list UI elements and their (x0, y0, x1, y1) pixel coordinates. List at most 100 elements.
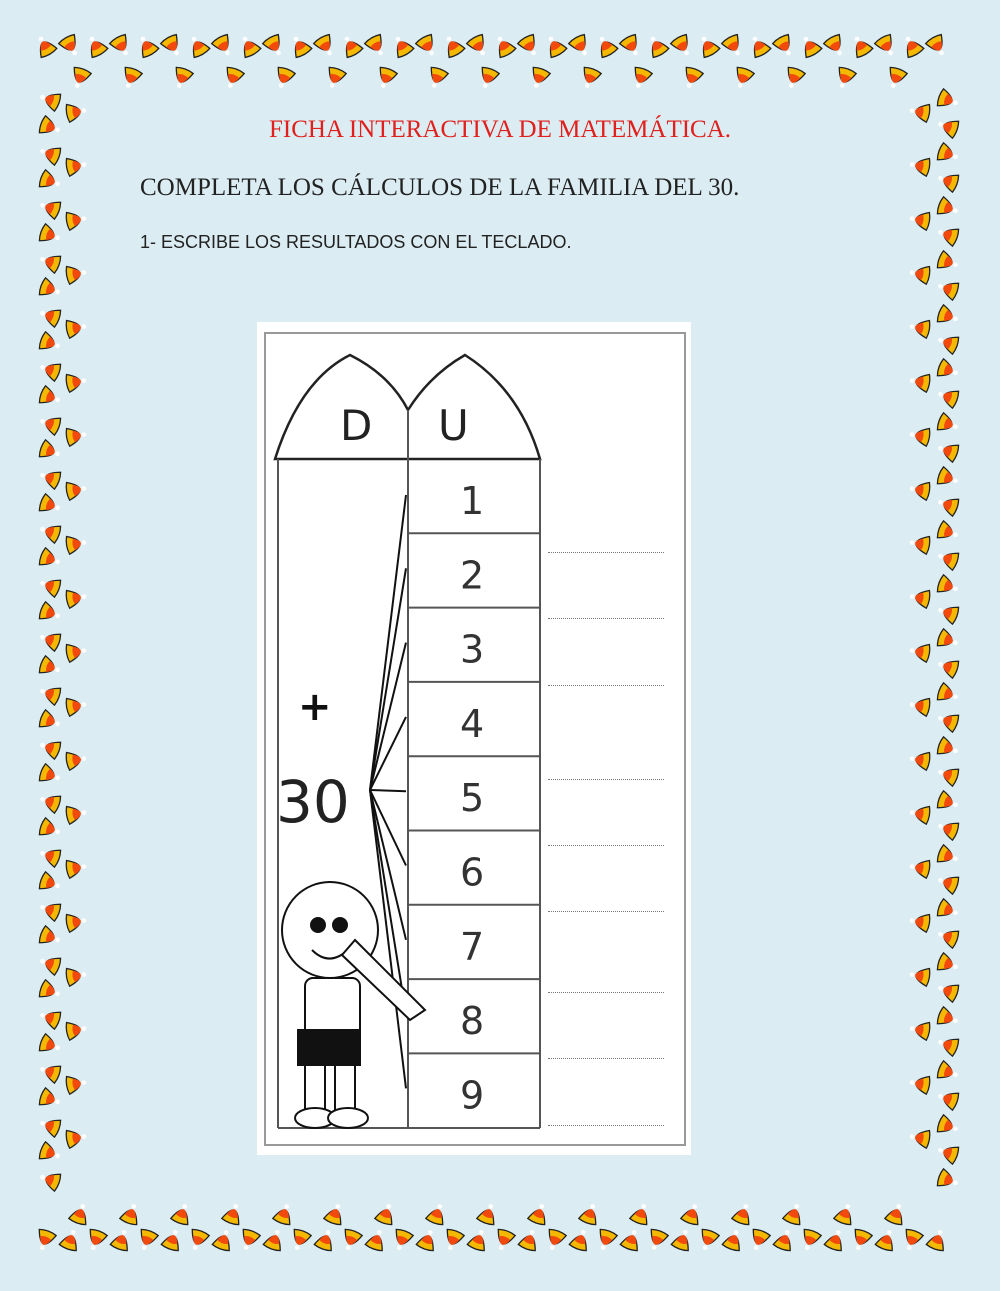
candy-corn-icon (261, 33, 281, 56)
candy-corn-icon (909, 643, 931, 664)
candy-corn-icon (109, 1230, 128, 1252)
answer-input-1[interactable] (548, 528, 664, 553)
candy-corn-icon (909, 589, 931, 610)
candy-corn-icon (220, 1204, 240, 1226)
candy-corn-icon (277, 66, 297, 88)
candy-corn-icon (909, 373, 931, 394)
candy-corn-icon (40, 687, 62, 707)
candy-corn-icon (242, 36, 262, 59)
candy-corn-icon (679, 1204, 699, 1226)
answer-input-3[interactable] (548, 661, 664, 686)
candy-corn-icon (38, 1140, 60, 1160)
candy-corn-icon (226, 66, 246, 88)
candy-corn-icon (936, 357, 958, 377)
candy-corn-icon (38, 492, 60, 512)
candy-corn-icon (526, 1204, 546, 1226)
candy-corn-icon (108, 33, 128, 56)
candy-corn-icon (936, 1167, 958, 1187)
page-title: FICHA INTERACTIVA DE MATEMÁTICA. (268, 116, 732, 143)
candy-corn-icon (936, 1059, 958, 1079)
candy-corn-icon (854, 1228, 874, 1250)
candy-corn-icon (159, 33, 179, 56)
candy-corn-icon (936, 1113, 958, 1133)
candy-corn-icon (65, 913, 87, 934)
candy-corn-icon (175, 66, 195, 88)
candy-corn-icon (40, 201, 62, 221)
candy-corn-icon (40, 147, 62, 167)
candy-corn-icon (373, 1204, 393, 1226)
candy-corn-icon (65, 535, 87, 556)
candy-corn-icon (38, 384, 60, 404)
candy-corn-icon (936, 141, 958, 161)
candy-corn-icon (938, 660, 960, 680)
candy-corn-icon (40, 309, 62, 329)
candy-corn-icon (909, 1075, 931, 1096)
candy-corn-icon (322, 1204, 342, 1226)
answer-input-6[interactable] (548, 887, 664, 912)
candy-corn-icon (38, 654, 60, 674)
answer-input-8[interactable] (548, 1034, 664, 1059)
candy-corn-icon (889, 66, 909, 88)
candy-corn-icon (650, 1228, 670, 1250)
candy-corn-icon (721, 1230, 740, 1252)
candy-corn-icon (909, 913, 931, 934)
candy-corn-icon (936, 843, 958, 863)
candy-corn-icon (938, 336, 960, 356)
candy-corn-icon (446, 36, 466, 59)
candy-corn-icon (924, 33, 944, 56)
candy-corn-icon (38, 1032, 60, 1052)
candy-corn-icon (936, 411, 958, 431)
candy-corn-icon (577, 1204, 597, 1226)
unit-digit-7: 7 (460, 925, 484, 969)
unit-digit-9: 9 (460, 1073, 484, 1117)
candy-corn-icon (670, 1230, 689, 1252)
candy-corn-icon (38, 870, 60, 890)
candy-corn-icon (414, 33, 434, 56)
candy-corn-icon (210, 33, 230, 56)
candy-corn-icon (936, 897, 958, 917)
candy-corn-icon (936, 303, 958, 323)
answer-input-4[interactable] (548, 755, 664, 780)
candy-corn-icon (909, 967, 931, 988)
candy-corn-icon (822, 33, 842, 56)
candy-corn-icon (140, 1228, 160, 1250)
candy-corn-icon (938, 930, 960, 950)
candy-corn-icon (599, 36, 619, 59)
candy-corn-icon (65, 697, 87, 718)
answer-input-7[interactable] (548, 968, 664, 993)
candy-corn-icon (65, 427, 87, 448)
candy-corn-icon (936, 627, 958, 647)
candy-corn-icon (89, 36, 109, 59)
arrow (369, 789, 407, 941)
candy-corn-icon (772, 1230, 791, 1252)
answer-input-2[interactable] (548, 594, 664, 619)
candy-corn-icon (40, 957, 62, 977)
candy-corn-icon (905, 1228, 925, 1250)
base-number: 30 (276, 768, 350, 836)
candy-corn-icon (262, 1230, 281, 1252)
unit-digit-4: 4 (460, 702, 484, 746)
candy-corn-icon (293, 36, 313, 59)
candy-corn-icon (832, 1204, 852, 1226)
candy-corn-icon (118, 1204, 138, 1226)
candy-corn-icon (38, 600, 60, 620)
answer-input-9[interactable] (548, 1101, 664, 1126)
candy-corn-icon (40, 471, 62, 491)
candy-corn-icon (938, 984, 960, 1004)
candy-corn-icon (938, 1038, 960, 1058)
candy-corn-icon (730, 1204, 750, 1226)
plus-sign: + (298, 684, 332, 730)
candy-corn-icon (481, 66, 501, 88)
candy-corn-icon (466, 1230, 485, 1252)
candy-corn-icon (65, 643, 87, 664)
candy-corn-icon (628, 1204, 648, 1226)
candy-corn-icon (787, 66, 807, 88)
candy-corn-icon (909, 751, 931, 772)
unit-digit-3: 3 (460, 628, 484, 672)
subtitle: COMPLETA LOS CÁLCULOS DE LA FAMILIA DEL … (140, 174, 740, 201)
answer-input-5[interactable] (548, 821, 664, 846)
candy-corn-icon (293, 1228, 313, 1250)
candy-corn-icon (936, 951, 958, 971)
candy-corn-icon (73, 66, 93, 88)
